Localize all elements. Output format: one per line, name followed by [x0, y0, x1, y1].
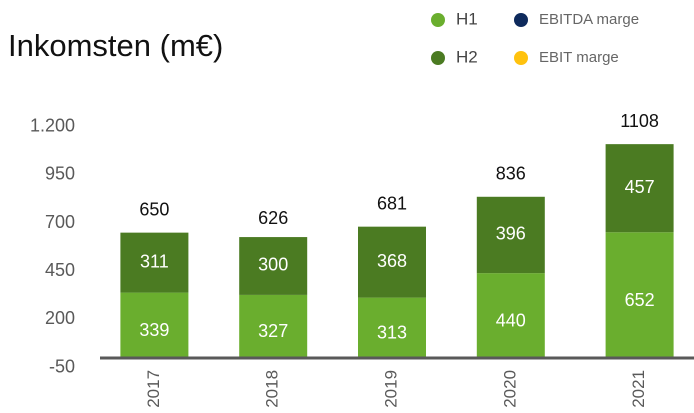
bar-segment [239, 294, 308, 358]
y-tick-label: 200 [45, 308, 75, 328]
y-tick-label: 700 [45, 212, 75, 232]
total-label: 1108 [620, 111, 659, 131]
legend-label: EBIT marge [539, 49, 619, 66]
segment-label: 652 [625, 290, 655, 310]
segment-label: 368 [377, 251, 407, 271]
segment-label: 313 [377, 323, 407, 343]
bar-segment [476, 196, 545, 274]
total-label: 681 [377, 193, 407, 213]
total-label: 836 [496, 164, 526, 184]
segment-label: 457 [625, 177, 655, 197]
segment-label: 440 [496, 310, 526, 330]
bar-segment [476, 273, 545, 358]
total-label: 650 [139, 199, 169, 219]
legend-swatch [514, 51, 528, 65]
y-tick-label: 1.200 [30, 115, 75, 135]
x-tick-label: 2017 [144, 370, 163, 408]
bar-segment [358, 226, 426, 298]
segment-label: 311 [140, 251, 169, 271]
x-tick-label: 2019 [381, 370, 400, 408]
segment-label: 339 [139, 320, 169, 340]
bar-segment [120, 292, 189, 358]
legend-label: H2 [456, 47, 478, 66]
x-tick-label: 2018 [263, 370, 282, 408]
bar-segment [120, 232, 189, 293]
bar-segment [605, 232, 674, 358]
legend-label: EBITDA marge [539, 11, 639, 28]
y-tick-label: 950 [45, 164, 75, 184]
bar-segment [239, 237, 308, 295]
bar-segment [605, 144, 674, 233]
y-tick-label: 450 [45, 260, 75, 280]
x-tick-label: 2020 [500, 370, 519, 408]
total-label: 626 [258, 208, 288, 228]
x-tick-label: 2021 [629, 370, 648, 408]
legend-label: H1 [456, 9, 478, 28]
segment-label: 396 [496, 224, 526, 244]
legend-swatch [514, 13, 528, 27]
segment-label: 300 [258, 255, 288, 275]
legend-swatch [431, 13, 445, 27]
legend-swatch [431, 51, 445, 65]
segment-label: 327 [258, 321, 288, 341]
chart-title: Inkomsten (m€) [8, 28, 223, 63]
bar-segment [358, 297, 426, 358]
y-tick-label: -50 [49, 356, 75, 376]
